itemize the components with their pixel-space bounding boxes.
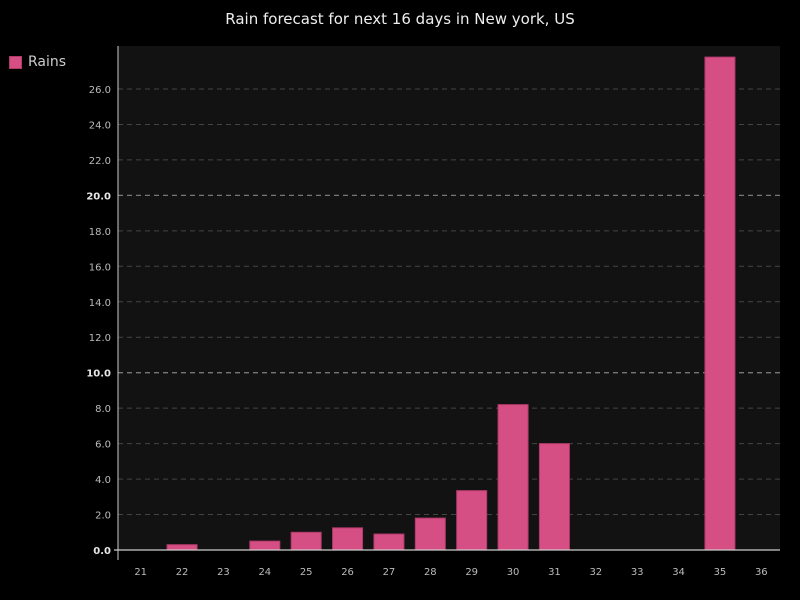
x-tick-label: 23 <box>217 567 230 578</box>
x-tick-label: 29 <box>465 567 478 578</box>
bar <box>456 490 488 551</box>
x-tick-label: 28 <box>424 567 437 578</box>
y-tick-label: 22.0 <box>89 156 111 167</box>
bar <box>249 540 281 551</box>
x-tick-label: 36 <box>755 567 768 578</box>
legend-swatch <box>9 55 22 69</box>
y-tick-label: 10.0 <box>86 369 111 380</box>
bar <box>332 527 364 551</box>
legend-label: Rains <box>28 54 67 70</box>
y-tick-label: 2.0 <box>95 511 111 522</box>
bar <box>704 56 736 551</box>
x-tick-label: 34 <box>672 567 685 578</box>
y-tick-label: 20.0 <box>86 191 111 202</box>
y-tick-label: 16.0 <box>89 262 111 273</box>
y-tick-label: 4.0 <box>95 475 111 486</box>
plot-background <box>118 46 780 550</box>
y-tick-label: 18.0 <box>89 227 111 238</box>
x-tick-label: 26 <box>341 567 354 578</box>
bar <box>373 533 405 551</box>
chart-title: Rain forecast for next 16 days in New yo… <box>225 10 575 28</box>
bar <box>497 404 529 551</box>
legend: Rains <box>9 54 66 70</box>
y-tick-label: 24.0 <box>89 120 111 131</box>
x-tick-label: 35 <box>714 567 727 578</box>
y-tick-label: 26.0 <box>89 85 111 96</box>
x-tick-label: 33 <box>631 567 644 578</box>
bar <box>290 531 322 551</box>
y-tick-label: 0.0 <box>93 546 111 557</box>
x-tick-label: 30 <box>507 567 520 578</box>
x-tick-label: 25 <box>300 567 313 578</box>
y-tick-label: 6.0 <box>95 440 111 451</box>
y-tick-label: 14.0 <box>89 298 111 309</box>
x-tick-label: 24 <box>258 567 271 578</box>
x-tick-label: 21 <box>134 567 147 578</box>
x-tick-label: 32 <box>589 567 602 578</box>
y-tick-label: 12.0 <box>89 333 111 344</box>
x-tick-label: 27 <box>383 567 396 578</box>
bar <box>166 544 198 551</box>
bar <box>538 443 570 551</box>
bar <box>414 517 446 551</box>
x-tick-label: 22 <box>176 567 189 578</box>
x-tick-label: 31 <box>548 567 561 578</box>
y-tick-label: 8.0 <box>95 404 111 415</box>
